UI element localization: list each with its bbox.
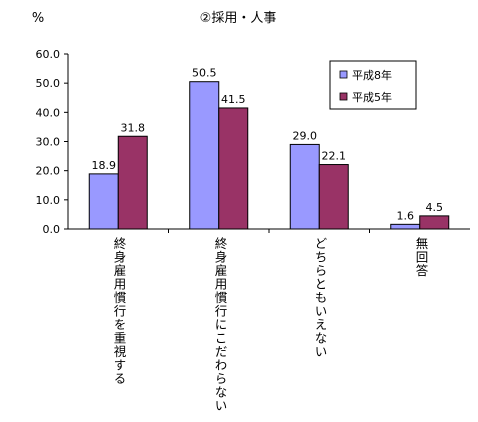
bar-heisei8-1 <box>88 173 119 230</box>
data-label: 4.5 <box>426 201 444 214</box>
data-label: 1.6 <box>397 209 415 222</box>
category-label-1: 終身雇用慣行を重視する <box>111 237 127 386</box>
y-tick-label: 50.0 <box>36 77 61 90</box>
bar-heisei8-2 <box>189 81 220 230</box>
legend-label-heisei8: 平成8年 <box>352 68 392 82</box>
data-label: 31.8 <box>121 121 146 134</box>
y-tick-label: 30.0 <box>36 136 61 149</box>
category-label-3: どちらともいえない <box>312 237 328 359</box>
y-tick-label: 40.0 <box>36 106 61 119</box>
data-label: 22.1 <box>322 150 347 163</box>
y-axis-unit-label: % <box>32 11 44 26</box>
bar-heisei5-2 <box>218 107 249 230</box>
category-label-2: 終身雇用慣行にこだわらない <box>212 237 228 413</box>
bars <box>88 81 450 230</box>
category-label-4: 無回答 <box>413 237 429 278</box>
bar-heisei5-4 <box>419 215 450 230</box>
legend-swatch-heisei8 <box>339 70 348 79</box>
data-labels: 18.9 31.8 50.5 41.5 29.0 22.1 1.6 4.5 <box>92 67 444 223</box>
y-tick-label: 60.0 <box>36 48 61 61</box>
chart-title: ②採用・人事 <box>200 11 277 26</box>
bar-heisei5-3 <box>318 164 349 230</box>
y-axis-ticks: 0.0 10.0 20.0 30.0 40.0 50.0 60.0 <box>36 48 68 236</box>
data-label: 29.0 <box>293 129 318 142</box>
y-tick-label: 0.0 <box>43 223 61 236</box>
y-tick-label: 10.0 <box>36 194 61 207</box>
data-label: 41.5 <box>221 93 246 106</box>
legend-swatch-heisei5 <box>339 92 348 101</box>
bar-heisei8-4 <box>390 223 421 230</box>
data-label: 18.9 <box>92 159 117 172</box>
y-tick-label: 20.0 <box>36 165 61 178</box>
legend-box <box>329 60 417 110</box>
bar-heisei5-1 <box>117 135 148 230</box>
legend-label-heisei5: 平成5年 <box>352 90 392 104</box>
legend: 平成8年 平成5年 <box>329 60 417 110</box>
bar-heisei8-3 <box>289 143 320 230</box>
data-label: 50.5 <box>192 67 217 80</box>
